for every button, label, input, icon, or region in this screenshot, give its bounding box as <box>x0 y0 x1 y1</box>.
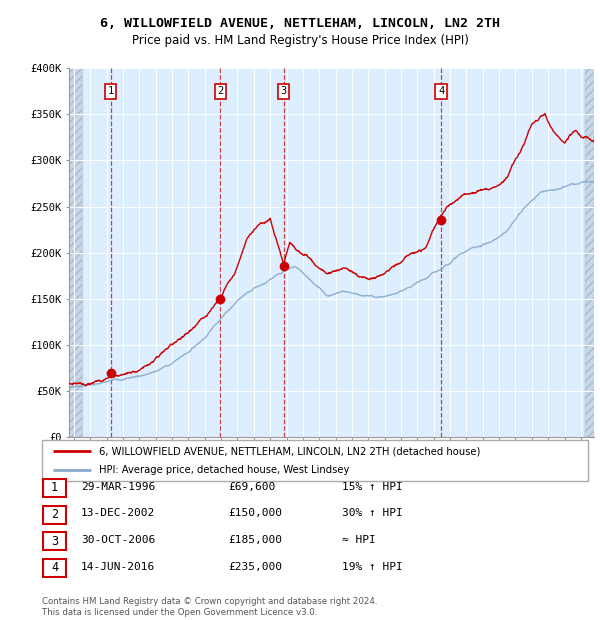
Text: 30-OCT-2006: 30-OCT-2006 <box>81 535 155 545</box>
Text: 14-JUN-2016: 14-JUN-2016 <box>81 562 155 572</box>
Text: 29-MAR-1996: 29-MAR-1996 <box>81 482 155 492</box>
Text: 4: 4 <box>438 86 444 96</box>
Text: 2: 2 <box>51 508 58 521</box>
Text: £185,000: £185,000 <box>228 535 282 545</box>
Text: 1: 1 <box>107 86 113 96</box>
Text: 6, WILLOWFIELD AVENUE, NETTLEHAM, LINCOLN, LN2 2TH (detached house): 6, WILLOWFIELD AVENUE, NETTLEHAM, LINCOL… <box>100 446 481 456</box>
Text: £150,000: £150,000 <box>228 508 282 518</box>
Text: 19% ↑ HPI: 19% ↑ HPI <box>342 562 403 572</box>
Bar <box>585 68 594 437</box>
Text: 2: 2 <box>217 86 223 96</box>
Text: ≈ HPI: ≈ HPI <box>342 535 376 545</box>
Text: £235,000: £235,000 <box>228 562 282 572</box>
Text: 1: 1 <box>51 482 58 494</box>
Bar <box>69 68 82 437</box>
Text: Contains HM Land Registry data © Crown copyright and database right 2024.: Contains HM Land Registry data © Crown c… <box>42 596 377 606</box>
Text: 4: 4 <box>51 562 58 574</box>
Text: 15% ↑ HPI: 15% ↑ HPI <box>342 482 403 492</box>
Text: £69,600: £69,600 <box>228 482 275 492</box>
Text: 13-DEC-2002: 13-DEC-2002 <box>81 508 155 518</box>
Text: 30% ↑ HPI: 30% ↑ HPI <box>342 508 403 518</box>
Text: This data is licensed under the Open Government Licence v3.0.: This data is licensed under the Open Gov… <box>42 608 317 617</box>
Text: 3: 3 <box>51 535 58 547</box>
Text: 6, WILLOWFIELD AVENUE, NETTLEHAM, LINCOLN, LN2 2TH: 6, WILLOWFIELD AVENUE, NETTLEHAM, LINCOL… <box>100 17 500 30</box>
Text: Price paid vs. HM Land Registry's House Price Index (HPI): Price paid vs. HM Land Registry's House … <box>131 34 469 47</box>
Text: HPI: Average price, detached house, West Lindsey: HPI: Average price, detached house, West… <box>100 464 350 475</box>
Text: 3: 3 <box>281 86 287 96</box>
